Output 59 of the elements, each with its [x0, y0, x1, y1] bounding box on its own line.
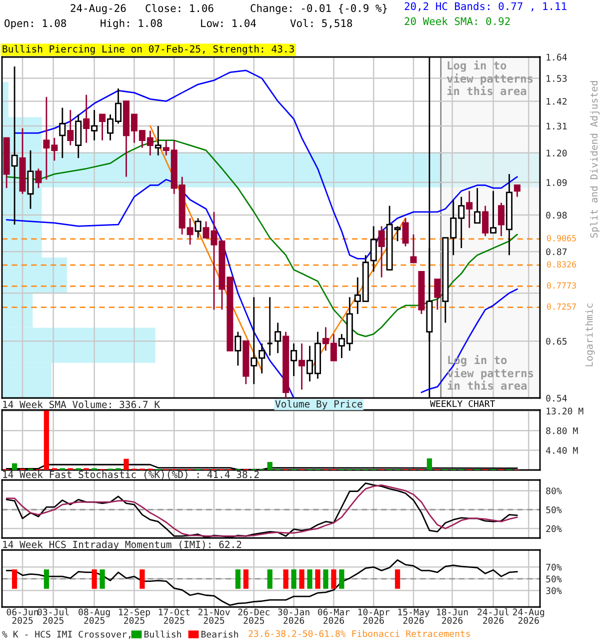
y-tick-label: 0.65: [546, 338, 567, 345]
y-tick-label: 1.42: [546, 98, 567, 105]
x-tick-label: 30-Jan 2026: [278, 608, 310, 624]
text: Close: 1.06: [146, 4, 214, 12]
x-tick-label: 24-Aug 2026: [512, 608, 544, 624]
x-tick-label: 08-Aug 2025: [78, 608, 110, 624]
legend-label: Bullish: [144, 630, 181, 638]
chart-title: 14 Week HCS Intraday Momentum (IMI): 62.2: [3, 540, 242, 550]
y-tick-label: 8.80 M: [546, 427, 578, 434]
text: High: 1.08: [100, 19, 162, 30]
x-tick-label: 15-May 2026: [398, 608, 430, 624]
legend-title: % K - HCS IMI Crossover,: [2, 630, 130, 639]
text: 20,2 HC Bands: 0.77 , 1.11: [404, 2, 566, 12]
text: Bullish Piercing Line on 07-Feb-25, Strength: 43.3: [2, 45, 294, 55]
ref-line-label: 0.9065: [547, 235, 576, 242]
y-tick-label: 30%: [546, 587, 562, 594]
x-tick-label: 06-Jun 2025: [6, 608, 38, 624]
x-tick-label: 06-Mar 2026: [318, 608, 350, 624]
chart-title: 14 Week Fast Stochastic (%K)(%D) : 41.4 38.2: [3, 470, 259, 480]
ref-line-label: 0.8326: [547, 261, 576, 268]
y-tick-label: 20%: [546, 525, 562, 532]
text: 23.6-38.2-50-61.8% Fibonacci Retracements: [248, 630, 470, 638]
text: Vol: 5,518: [290, 19, 352, 28]
x-tick-label: 03-Jul 2025: [38, 608, 69, 624]
text: WEEKLY CHART: [430, 400, 496, 408]
ref-line-label: 0.7257: [547, 303, 576, 310]
x-tick-label: 18-Jun 2026: [437, 608, 468, 624]
text: Open: 1.08: [4, 19, 66, 30]
y-tick-label: 70%: [546, 564, 562, 571]
y-tick-label: 50%: [546, 576, 562, 582]
text: 24-Aug-26: [70, 4, 126, 14]
band-label: Log in to view patterns in this area: [446, 60, 533, 96]
x-tick-label: 10-Apr 2026: [358, 608, 390, 624]
y-tick-label: 1.31: [546, 122, 567, 130]
y-tick-label: 13.20 M: [546, 408, 584, 414]
y-tick-label: 1.64: [546, 54, 567, 61]
y-tick-label: 1.09: [546, 179, 567, 186]
y-tick-label: 0.98: [546, 212, 567, 219]
text: Volume By Price: [275, 400, 362, 410]
text: 20 Week SMA: 0.92: [404, 17, 510, 26]
ref-line-label: 0.7773: [547, 282, 576, 289]
y-tick-label: 0.54: [546, 394, 567, 402]
x-tick-label: 17-Oct 2025: [158, 608, 190, 624]
x-tick-label: 12-Sep 2025: [119, 608, 150, 624]
x-tick-label: 24-Jul 2026: [478, 608, 509, 624]
y-tick-label: 0.87: [546, 248, 567, 256]
x-tick-label: 21-Nov 2025: [198, 608, 230, 624]
y-tick-label: 80%: [546, 487, 562, 494]
text: Change: -0.01 {-0.9 %}: [250, 4, 387, 14]
text: Logarithmic: [585, 304, 595, 366]
legend-label: Bearish: [201, 630, 238, 638]
y-tick-label: 50%: [546, 506, 562, 514]
y-tick-label: 1.20: [546, 150, 567, 156]
text: Low: 1.04: [201, 19, 256, 28]
x-tick-label: 26-Dec 2025: [238, 608, 270, 624]
y-tick-label: 4.40 M: [546, 447, 578, 454]
y-tick-label: 1.53: [546, 75, 567, 82]
chart-title: 14 Week SMA Volume: 336.7 K: [3, 400, 160, 408]
y-axis-title: Split and Dividend Adjusted: [590, 81, 600, 238]
